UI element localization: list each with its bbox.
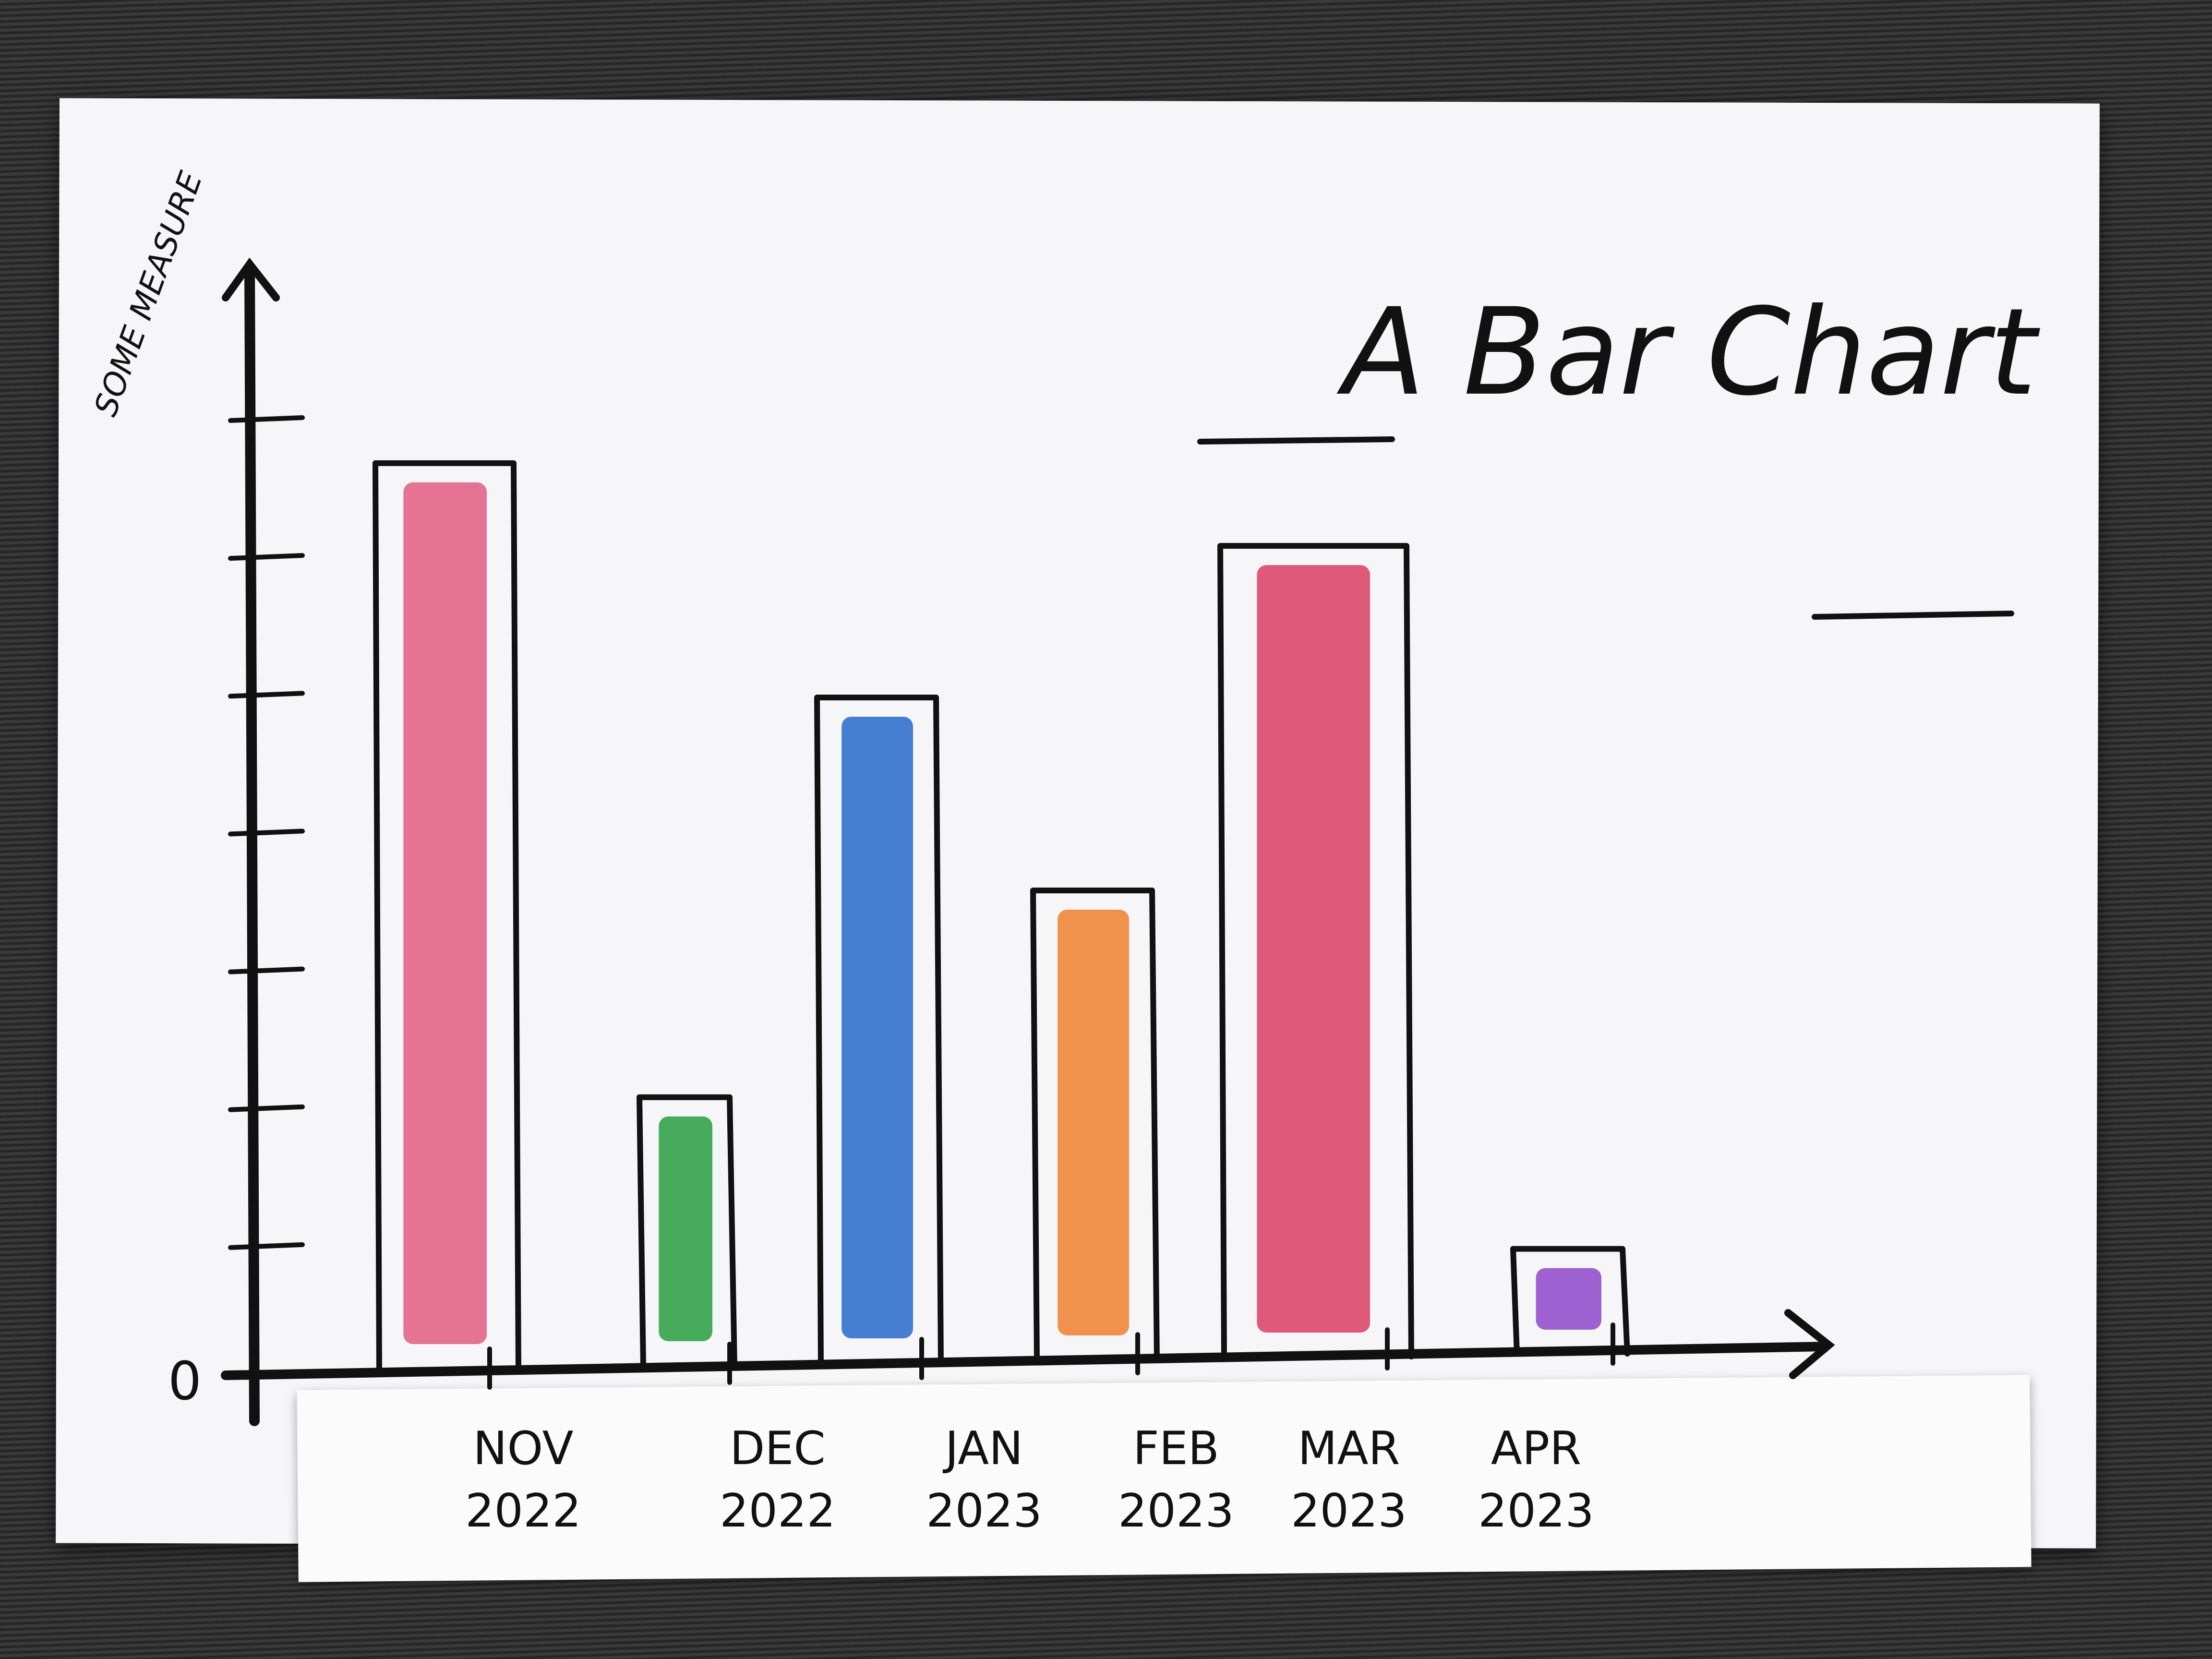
x-tick-label-month: NOV (473, 1422, 573, 1475)
y-axis-tick (228, 1242, 305, 1250)
title-underline-left (1197, 436, 1395, 445)
x-tick-label-year: 2023 (1118, 1485, 1234, 1538)
y-axis-tick (228, 415, 305, 423)
bar-fill (659, 1116, 712, 1341)
x-axis (221, 1309, 1835, 1390)
bar-outline (1217, 543, 1414, 1359)
bar-fill (1257, 565, 1370, 1333)
y-axis-tick (228, 829, 305, 837)
bar-fill (403, 482, 487, 1344)
x-tick-label-year: 2022 (720, 1485, 836, 1538)
bar-outline (1030, 888, 1160, 1362)
x-tick-label-year: 2023 (1291, 1485, 1407, 1538)
bars (373, 460, 1630, 1371)
bar-outline (814, 695, 944, 1365)
x-tick-label-month: FEB (1133, 1422, 1219, 1475)
x-tick-label-month: APR (1491, 1422, 1581, 1475)
x-tick-label-month: MAR (1298, 1422, 1400, 1475)
y-axis-tick (228, 966, 305, 974)
y-axis-zero-label: 0 (168, 1350, 202, 1412)
chart-title: A Bar Chart (1336, 282, 2040, 422)
title-underline-right (1812, 611, 2014, 620)
y-axis-tick (228, 1104, 305, 1112)
bar-fill (1536, 1268, 1601, 1330)
x-tick-labels: NOV 2022 DEC 2022 JAN 2023 FEB 2023 MAR 2023 APR 20… (465, 1422, 1594, 1538)
y-axis-label: SOME MEASURE (87, 167, 209, 421)
y-axis-arrowhead (222, 257, 280, 301)
x-tick-label-month: DEC (730, 1422, 826, 1475)
x-tick-label-year: 2023 (926, 1485, 1042, 1538)
bar-outline (637, 1094, 737, 1368)
y-axis-line (244, 264, 260, 1426)
x-tick-label-month: JAN (943, 1422, 1023, 1475)
y-axis-tick (228, 691, 305, 699)
y-axis (222, 257, 305, 1426)
x-axis-arrowhead (1784, 1309, 1835, 1379)
x-tick-label-year: 2023 (1478, 1485, 1594, 1538)
bar-fill (842, 717, 913, 1338)
x-axis-line (221, 1342, 1829, 1380)
bar-fill (1058, 910, 1129, 1335)
bar-outline (373, 460, 521, 1371)
chart-title-group: A Bar Chart (1197, 282, 2040, 620)
x-tick-label-year: 2022 (465, 1485, 581, 1538)
bar-outline (1510, 1246, 1630, 1357)
y-axis-tick (228, 553, 305, 561)
